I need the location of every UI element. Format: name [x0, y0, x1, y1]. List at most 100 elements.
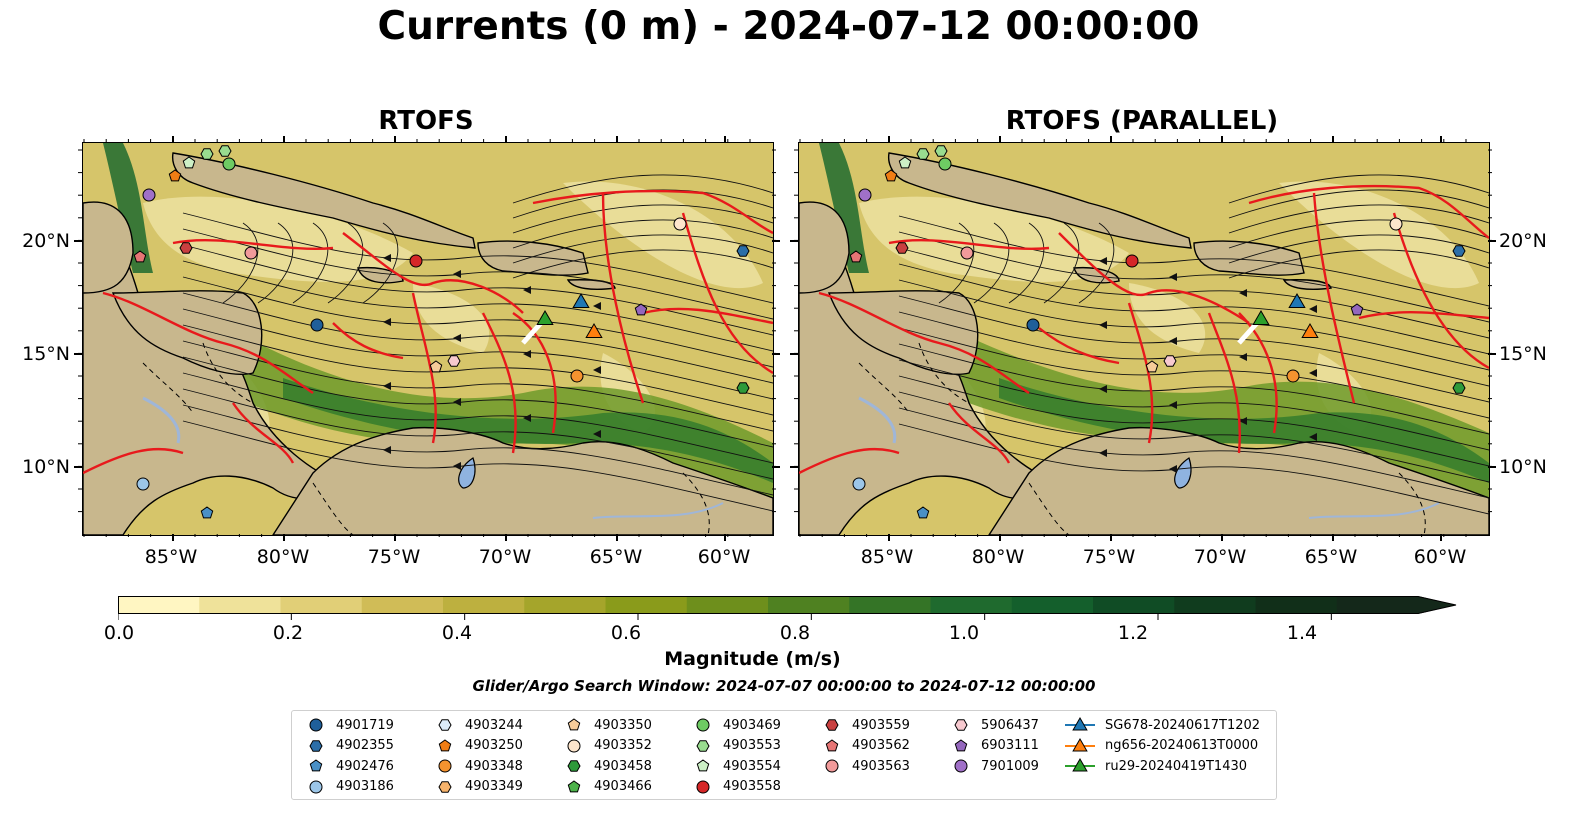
lon-label-75w-p1: 75°W [367, 546, 421, 568]
search-window-note: Glider/Argo Search Window: 2024-07-07 00… [472, 677, 1096, 695]
panel-title-rtofs: RTOFS [378, 106, 474, 136]
legend-circle-icon [696, 718, 710, 732]
streamline-arrow [1169, 465, 1177, 473]
legend-item: ng656-20240613T0000 [1065, 736, 1258, 756]
lon-label-85w-p1: 85°W [144, 546, 198, 568]
streamline [898, 407, 1489, 499]
colorbar-segment [1174, 596, 1256, 614]
streamline-arrow [1099, 321, 1107, 329]
legend-marker-icon [696, 759, 710, 772]
colorbar-segment [1011, 596, 1094, 614]
legend-label: 4903558 [723, 779, 781, 794]
caribbean-current-band [203, 313, 773, 503]
legend-label: 4903554 [723, 758, 781, 774]
eddy-contour [1127, 302, 1154, 444]
cuba-land [171, 152, 476, 249]
legend-item: 4903563 [822, 756, 910, 776]
legend-marker-icon [438, 738, 452, 751]
yucatan-current [819, 143, 869, 273]
streamline-arrow [1099, 257, 1107, 265]
argo-7901009-marker [858, 188, 872, 202]
lon-label-70w-p1: 70°W [478, 546, 532, 568]
legend-marker-icon [309, 780, 323, 793]
eddy-contour [332, 322, 404, 360]
puerto-rico-land [1282, 279, 1332, 290]
streamline-arrow [1239, 289, 1247, 297]
legend-item: 4903554 [693, 756, 781, 776]
legend-label: 4903562 [852, 738, 910, 753]
legend-triangle-icon [1072, 716, 1088, 731]
streamline-arrow [523, 414, 531, 422]
caribbean-current-core [283, 378, 773, 483]
streamline [898, 295, 1489, 387]
legend-item: 4903558 [693, 777, 781, 797]
streamline-arrow [1309, 305, 1317, 313]
legend-label: 5906437 [981, 717, 1039, 733]
colorbar-tick-2: 0.4 [441, 622, 473, 644]
argo-4903350-marker [429, 360, 443, 373]
legend-label: 4903350 [594, 717, 652, 733]
legend-label: 4903186 [336, 779, 394, 794]
legend-item: 4902355 [306, 736, 394, 756]
glider-ng656-marker [1301, 323, 1319, 338]
country-border [202, 342, 254, 404]
eddy-contour [1358, 311, 1489, 320]
streamline [898, 423, 1489, 515]
streamline [898, 263, 1489, 355]
axis-ticks [74, 136, 1496, 541]
eddy-contour [601, 192, 645, 404]
legend-marker-icon [438, 780, 452, 793]
legend-pentagon-icon [825, 738, 839, 751]
streamline [182, 228, 773, 320]
glider-ng656-marker [585, 323, 603, 338]
streamline [257, 222, 294, 304]
legend-marker-icon [825, 759, 839, 773]
streamlines [898, 174, 1489, 515]
streamline [512, 174, 773, 204]
argo-4901719-marker [310, 318, 324, 332]
country-border [142, 362, 194, 414]
argo-4903562-marker [133, 250, 147, 263]
argo-4903352-marker [1389, 217, 1403, 231]
eddy-contour [232, 402, 295, 464]
legend-pentagon-icon [309, 759, 323, 772]
streamline [182, 372, 773, 464]
streamline [898, 279, 1489, 371]
streamline-arrow [1099, 385, 1107, 393]
colorbar-segment [930, 596, 1013, 614]
legend-circle-icon [309, 718, 323, 732]
eddy-contour [342, 232, 524, 314]
argo-4903558-marker [1125, 254, 1139, 268]
streamline [898, 375, 1489, 467]
yucatan-land [83, 201, 134, 294]
legend-hexagon-icon [309, 739, 323, 752]
legend-hexagon-icon [954, 719, 968, 731]
argo-4901719-marker [1026, 318, 1040, 332]
argo-4903559-marker [179, 242, 193, 254]
legend-marker-icon [954, 759, 968, 773]
legend-label: 4903250 [465, 738, 523, 753]
argo-4902355-marker [736, 245, 750, 257]
river [1308, 502, 1440, 519]
glider-ru29-marker [1252, 310, 1270, 325]
argo-4903348-marker [570, 369, 584, 383]
streamline-arrow [453, 398, 461, 406]
streamline [512, 219, 773, 249]
legend-item: SG678-20240617T1202 [1065, 715, 1260, 735]
legend-item: 4903469 [693, 715, 781, 735]
streamline [182, 388, 773, 480]
legend-circle-icon [309, 780, 323, 793]
legend-hexagon-icon [567, 760, 581, 772]
argo-4903559-marker [895, 242, 909, 254]
legend-item: 5906437 [951, 715, 1039, 735]
colorbar-gradient [117, 596, 1457, 620]
argo-4903554-marker [898, 156, 912, 169]
legend-label: 6903111 [981, 738, 1039, 753]
streamline [898, 311, 1489, 403]
colorbar-segment [605, 596, 688, 614]
legend-hexagon-icon [438, 780, 452, 793]
eddy-contour [1248, 184, 1489, 239]
puerto-rico-land [566, 279, 616, 290]
country-border [858, 362, 910, 414]
colorbar-segment [524, 596, 606, 614]
